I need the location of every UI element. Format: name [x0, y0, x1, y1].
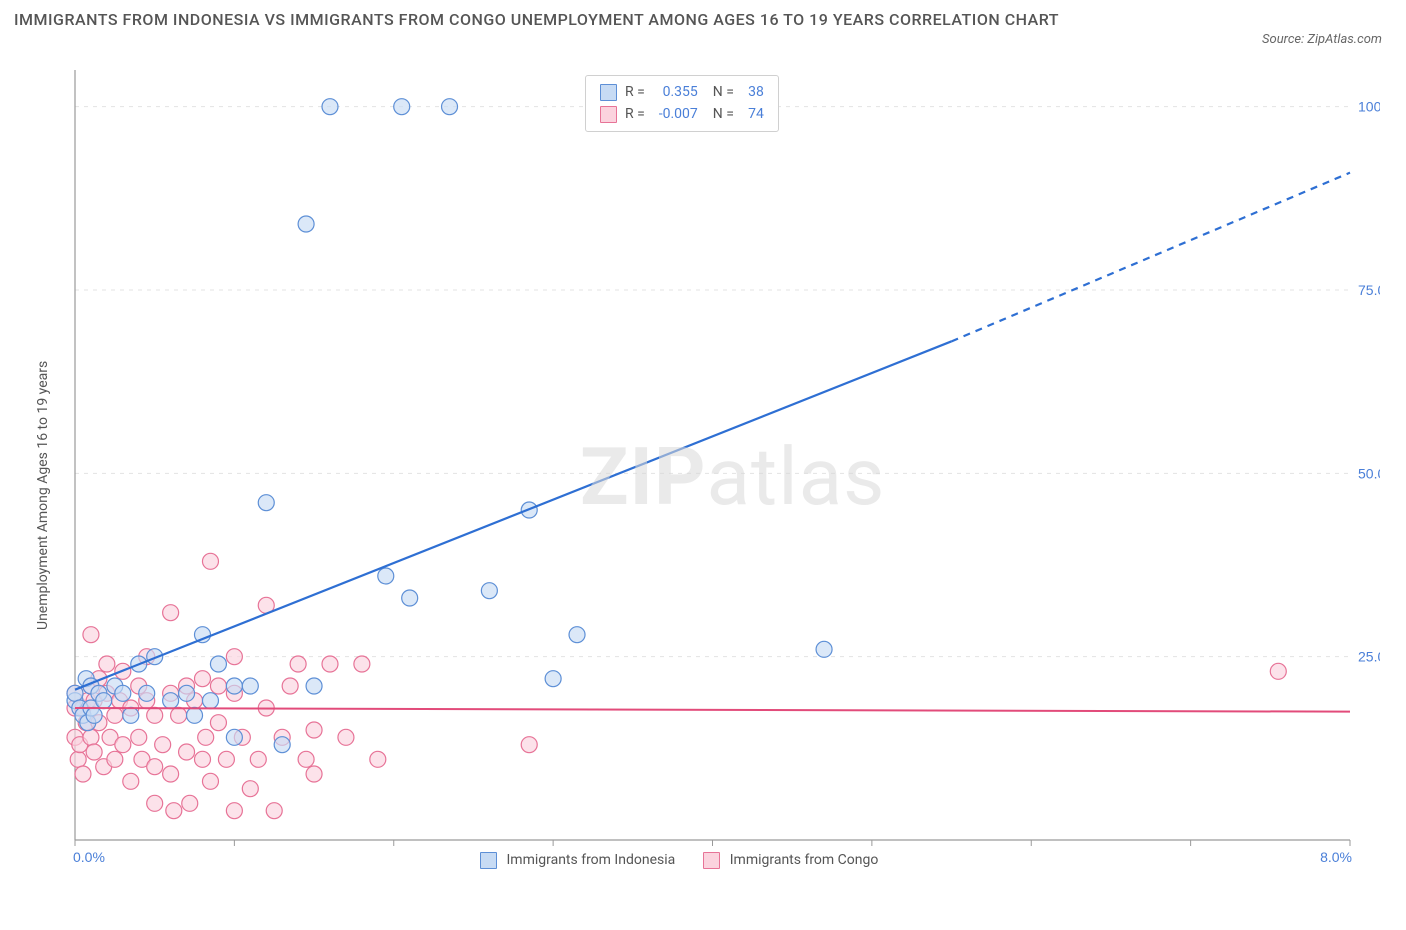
legend-swatch-congo-icon	[703, 852, 720, 869]
legend-item-indonesia: Immigrants from Indonesia	[480, 852, 675, 869]
stat-row-indonesia: R = 0.355 N = 38	[600, 82, 764, 104]
svg-text:0.0%: 0.0%	[73, 849, 105, 865]
stat-n-indonesia: 38	[742, 82, 764, 104]
stat-r-congo: -0.007	[653, 104, 698, 126]
chart-container: 25.0%50.0%75.0%100.0%0.0%8.0% Unemployme…	[60, 70, 1380, 870]
svg-text:75.0%: 75.0%	[1358, 282, 1380, 298]
source-credit: Source: ZipAtlas.com	[1262, 32, 1382, 47]
stat-n-label: N =	[706, 104, 734, 126]
legend-label-indonesia: Immigrants from Indonesia	[506, 852, 675, 868]
legend-item-congo: Immigrants from Congo	[703, 852, 878, 869]
swatch-indonesia-icon	[600, 84, 617, 101]
stat-r-label: R =	[625, 82, 645, 104]
legend-swatch-indonesia-icon	[480, 852, 497, 869]
stat-n-label: N =	[706, 82, 734, 104]
correlation-stats-box: R = 0.355 N = 38 R = -0.007 N = 74	[585, 75, 779, 132]
swatch-congo-icon	[600, 106, 617, 123]
svg-text:50.0%: 50.0%	[1358, 465, 1380, 481]
stat-r-indonesia: 0.355	[653, 82, 698, 104]
x-axis-legend: Immigrants from Indonesia Immigrants fro…	[480, 852, 878, 869]
y-axis-label: Unemployment Among Ages 16 to 19 years	[35, 361, 51, 630]
svg-text:8.0%: 8.0%	[1320, 849, 1352, 865]
legend-label-congo: Immigrants from Congo	[730, 852, 879, 868]
svg-text:25.0%: 25.0%	[1358, 649, 1380, 665]
svg-text:100.0%: 100.0%	[1358, 99, 1380, 115]
stat-n-congo: 74	[742, 104, 764, 126]
scatter-plot-svg: 25.0% 50.0% 75.0% 100.0% 0.0% 8.0%	[60, 70, 1380, 870]
stat-row-congo: R = -0.007 N = 74	[600, 104, 764, 126]
chart-title: IMMIGRANTS FROM INDONESIA VS IMMIGRANTS …	[14, 8, 1059, 32]
stat-r-label: R =	[625, 104, 645, 126]
